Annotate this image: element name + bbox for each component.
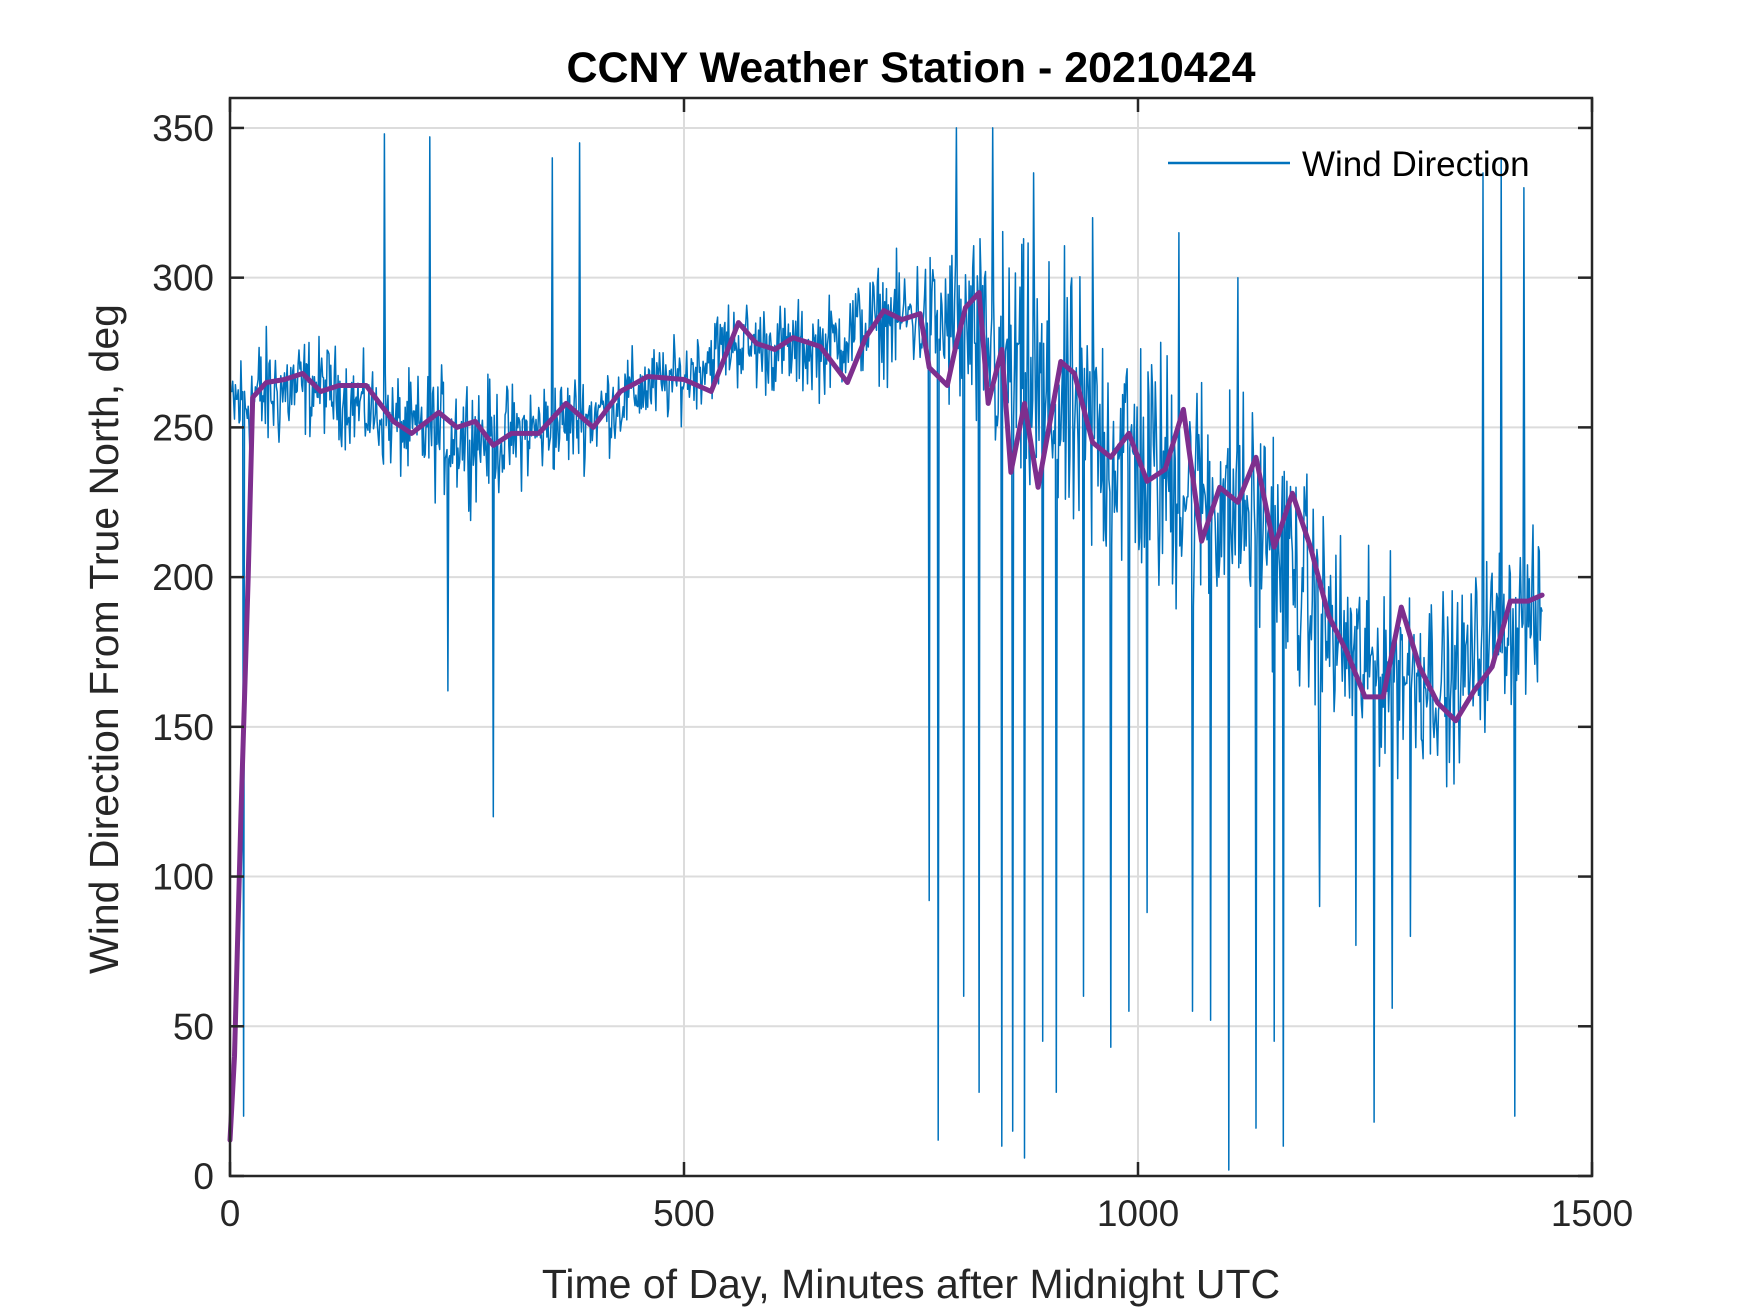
y-tick-label: 50 — [173, 1006, 214, 1047]
wind-direction-line — [230, 127, 1543, 1171]
x-tick-label: 0 — [220, 1193, 241, 1234]
x-tick-label: 1000 — [1097, 1193, 1179, 1234]
legend-label-wind-direction: Wind Direction — [1302, 145, 1530, 184]
tick-marks — [228, 98, 1594, 1178]
series-smoothed — [227, 290, 1545, 1143]
plot-area-frame — [228, 96, 1594, 1178]
smoothed-line — [227, 290, 1545, 1143]
x-tick-label: 500 — [653, 1193, 715, 1234]
y-axis-label: Wind Direction From True North, deg — [81, 304, 127, 974]
legend: Wind Direction — [1168, 145, 1530, 184]
x-tick-label: 1500 — [1551, 1193, 1633, 1234]
y-tick-label: 150 — [152, 707, 214, 748]
y-tick-labels: 0 50 100 150 200 250 300 350 — [152, 108, 214, 1197]
y-tick-label: 200 — [152, 557, 214, 598]
y-tick-label: 100 — [152, 857, 214, 898]
x-tick-labels: 0 500 1000 1500 — [220, 1193, 1633, 1234]
x-axis-label: Time of Day, Minutes after Midnight UTC — [542, 1261, 1280, 1307]
series-wind-direction — [230, 127, 1543, 1171]
y-tick-label: 300 — [152, 258, 214, 299]
chart-title: CCNY Weather Station - 20210424 — [566, 44, 1255, 92]
y-tick-label: 250 — [152, 407, 214, 448]
y-tick-label: 0 — [193, 1156, 214, 1197]
grid-lines — [229, 98, 1593, 1177]
y-tick-label: 350 — [152, 108, 214, 149]
